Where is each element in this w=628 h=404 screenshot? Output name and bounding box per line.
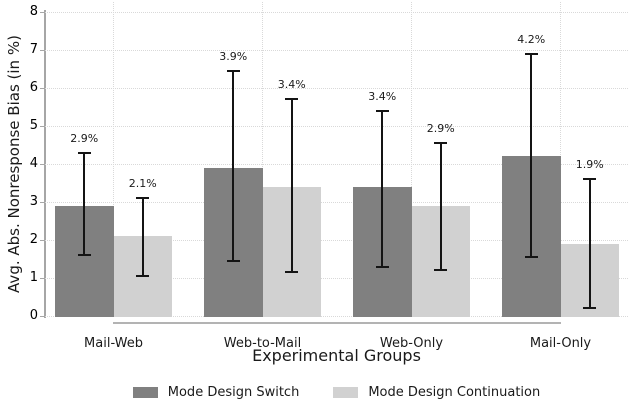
h-gridline [45, 278, 628, 279]
legend-item: Mode Design Switch [132, 384, 300, 400]
h-gridline [45, 88, 628, 89]
x-axis-title: Experimental Groups [252, 346, 421, 365]
error-bar-cap [136, 275, 150, 278]
y-tick-label: 4 [29, 156, 38, 171]
h-gridline [45, 12, 628, 13]
error-bar-cap [136, 197, 150, 200]
x-tick-label-mail-web: Mail-Web [84, 336, 143, 351]
y-tick-label: 0 [29, 308, 38, 323]
legend-swatch-icon [132, 386, 158, 398]
h-gridline [45, 240, 628, 241]
h-gridline [45, 126, 628, 127]
y-tick-label: 7 [29, 42, 38, 57]
x-tick-label-mail-only: Mail-Only [529, 336, 592, 351]
error-bar-cap [583, 307, 597, 310]
y-tick-label: 1 [29, 270, 38, 285]
y-tick-label: 5 [29, 118, 38, 133]
legend-label: Mode Design Continuation [368, 384, 541, 400]
error-bar [141, 198, 144, 277]
y-tick-mark [40, 11, 45, 13]
y-tick-label: 2 [29, 232, 38, 247]
y-tick-mark [40, 87, 45, 89]
y-tick-mark [40, 315, 45, 317]
y-tick-mark [40, 163, 45, 165]
error-bar [290, 99, 293, 273]
y-tick-mark [40, 201, 45, 203]
plot-area: 2.9% 3.9% 3.4% 4.2% 2.1% 3.4% 2.9% 1.9% [45, 0, 628, 318]
v-gridline [411, 2, 412, 317]
bar-value-label: 2.9% [70, 131, 99, 145]
legend-item: Mode Design Continuation [333, 385, 540, 400]
error-bar [588, 179, 591, 309]
y-tick-mark [40, 49, 45, 51]
h-gridline [45, 202, 628, 203]
error-bar-cap [226, 69, 240, 72]
bar-value-label: 3.4% [277, 78, 306, 92]
x-tick-label-web-only: Web-Only [379, 336, 444, 351]
y-tick-label: 6 [29, 80, 38, 95]
bar-value-label: 3.9% [219, 49, 248, 63]
error-bar-cap [285, 98, 299, 101]
v-gridline [262, 2, 263, 317]
error-bar [439, 143, 442, 271]
y-tick-mark [40, 239, 45, 241]
h-gridline [45, 164, 628, 165]
error-bar-cap [375, 265, 389, 268]
legend-label: Mode Design Switch [167, 384, 300, 400]
error-bar-cap [524, 52, 538, 55]
h-gridline [45, 50, 628, 51]
error-bar-cap [226, 259, 240, 262]
y-tick-mark [40, 125, 45, 127]
error-bar [381, 110, 384, 267]
bar-value-label: 3.4% [368, 89, 397, 103]
legend-swatch-icon [333, 386, 359, 398]
x-tick-label-web-to-mail: Web-to-Mail [223, 336, 302, 351]
bar-value-label: 2.1% [128, 177, 157, 191]
error-bar [83, 152, 86, 256]
error-bar-cap [524, 256, 538, 259]
h-gridline [45, 316, 628, 317]
legend: Mode Design Switch Mode Design Continuati… [45, 383, 628, 401]
y-tick-label: 8 [29, 4, 38, 19]
error-bar [530, 53, 533, 258]
y-tick-mark [40, 277, 45, 279]
bar-value-label: 2.9% [426, 122, 455, 136]
error-bar-cap [77, 151, 91, 154]
error-bar-cap [434, 142, 448, 145]
v-gridline [560, 2, 561, 317]
error-bar-cap [77, 254, 91, 257]
x-axis-line [113, 322, 561, 324]
error-bar-cap [285, 271, 299, 274]
v-gridline [113, 2, 114, 317]
bar-value-label: 1.9% [575, 158, 604, 172]
error-bar [232, 70, 235, 261]
error-bar-cap [434, 269, 448, 272]
y-tick-label: 3 [29, 194, 38, 209]
error-bar-cap [375, 109, 389, 112]
bar-value-label: 4.2% [517, 32, 546, 46]
error-bar-cap [583, 178, 597, 181]
